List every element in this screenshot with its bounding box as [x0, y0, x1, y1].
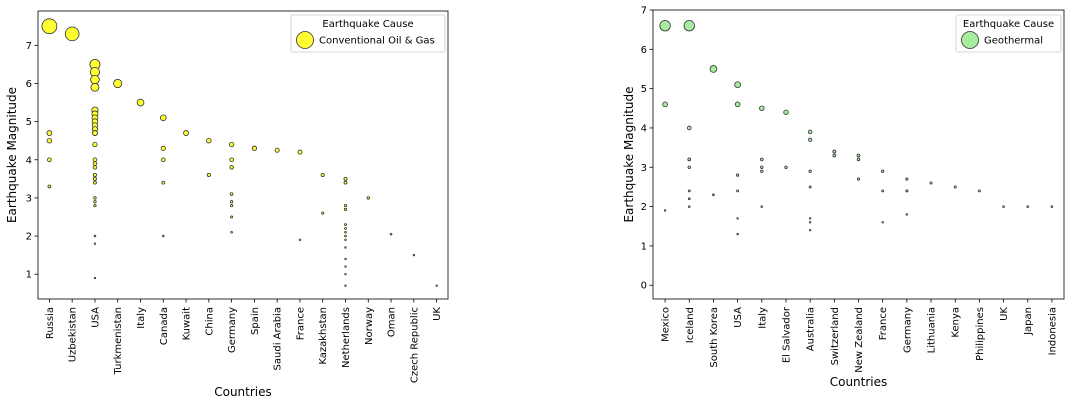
x-tick-label: UK: [432, 307, 443, 321]
x-tick-label: Canada: [159, 307, 170, 345]
data-point: [344, 246, 347, 249]
data-point: [183, 130, 189, 136]
data-point: [162, 234, 165, 238]
data-point: [93, 200, 97, 204]
data-point: [93, 180, 97, 185]
x-tick-label: China: [204, 307, 215, 336]
data-point: [90, 82, 100, 92]
data-point: [113, 78, 123, 89]
x-tick-label: Norway: [364, 307, 375, 345]
data-point: [92, 172, 97, 178]
data-point: [92, 161, 98, 166]
data-point: [344, 227, 347, 230]
data-point: [136, 98, 145, 107]
x-tick-label: France: [295, 307, 306, 340]
data-point: [92, 130, 98, 136]
data-point: [435, 284, 438, 287]
data-point: [160, 145, 166, 151]
data-point: [229, 165, 234, 170]
data-point: [92, 176, 97, 181]
data-point: [320, 172, 325, 178]
y-tick-label: 4: [26, 155, 32, 166]
legend-title: Earthquake Cause: [322, 19, 413, 30]
legend-box: [290, 14, 446, 53]
x-tick-label: Oman: [387, 307, 398, 337]
data-point: [389, 232, 393, 236]
data-point: [343, 176, 348, 181]
data-point: [344, 257, 347, 261]
data-point: [274, 147, 280, 153]
data-point: [344, 234, 347, 238]
data-point: [41, 18, 58, 35]
data-point: [93, 196, 97, 200]
data-point: [344, 265, 347, 268]
data-point: [229, 157, 234, 163]
y-axis-title: Earthquake Magnitude: [5, 87, 19, 223]
y-tick-label: 5: [26, 117, 32, 128]
x-tick-label: Turkmenistan: [113, 307, 124, 375]
y-tick-label: 1: [26, 270, 32, 281]
data-point: [251, 145, 257, 151]
x-tick-label: Netherlands: [341, 307, 352, 368]
data-point: [92, 157, 98, 163]
data-point: [230, 215, 234, 219]
data-point: [46, 130, 53, 136]
data-point: [228, 141, 235, 148]
data-point: [343, 207, 348, 211]
data-point: [321, 211, 325, 215]
data-point: [64, 26, 80, 42]
data-point: [230, 203, 234, 208]
x-tick-label: Germany: [227, 307, 238, 353]
data-point: [297, 149, 303, 155]
x-tick-label: Uzbekistan: [68, 307, 79, 362]
x-tick-label: Kuwait: [182, 307, 193, 340]
data-point: [344, 238, 347, 242]
x-tick-label: Saudi Arabia: [273, 307, 284, 370]
data-point: [93, 242, 97, 245]
legend-marker: [296, 31, 314, 49]
y-tick-label: 3: [26, 193, 32, 204]
x-tick-label: Italy: [136, 307, 147, 329]
x-tick-label: USA: [90, 307, 101, 328]
data-point: [47, 184, 52, 189]
y-tick-label: 2: [26, 232, 32, 243]
data-point: [160, 157, 166, 163]
data-point: [343, 203, 348, 208]
data-point: [93, 276, 97, 280]
data-point: [230, 230, 233, 234]
x-axis-title: Countries: [214, 385, 272, 399]
data-point: [344, 230, 347, 234]
data-point: [343, 180, 348, 185]
data-point: [298, 238, 302, 242]
x-tick-label: Kazakhstan: [318, 307, 329, 365]
y-tick-label: 7: [26, 41, 32, 52]
data-point: [159, 114, 167, 122]
legend-entry: Conventional Oil & Gas: [319, 36, 435, 47]
data-point: [206, 172, 211, 178]
data-point: [412, 253, 416, 257]
data-point: [93, 234, 97, 238]
data-point: [229, 200, 234, 204]
x-tick-label: Russia: [45, 307, 56, 339]
data-point: [90, 74, 100, 85]
data-point: [366, 196, 370, 200]
data-point: [161, 180, 166, 185]
x-tick-label: Spain: [250, 307, 261, 335]
data-point: [93, 203, 97, 208]
y-tick-label: 6: [26, 79, 32, 90]
data-point: [47, 157, 52, 163]
x-tick-label: Czech Republic: [409, 307, 420, 383]
data-point: [206, 137, 212, 144]
plot-area: [37, 10, 449, 300]
data-point: [344, 273, 347, 276]
data-point: [344, 223, 347, 226]
data-point: [92, 141, 98, 148]
data-point: [46, 137, 53, 144]
data-point: [92, 165, 98, 170]
data-point: [229, 192, 234, 196]
data-point: [344, 284, 347, 287]
